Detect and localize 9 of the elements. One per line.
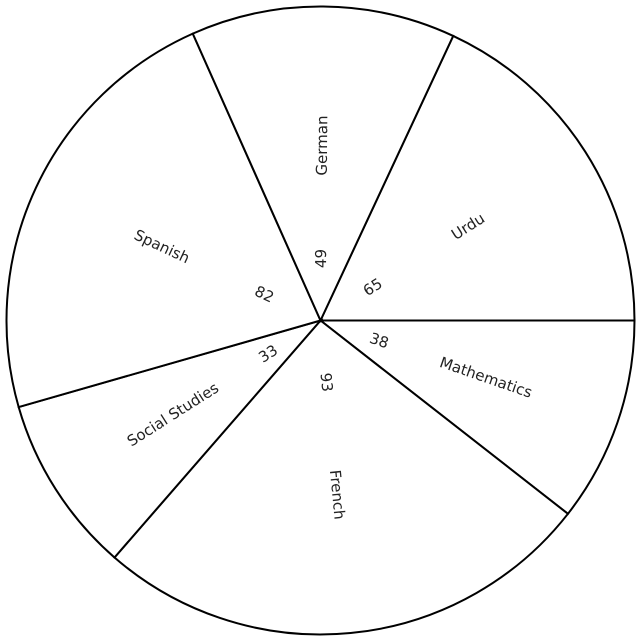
data-label: 82 — [252, 282, 277, 306]
data-label: 49 — [312, 248, 330, 268]
data-label: 38 — [367, 329, 392, 352]
slice-label: Urdu — [448, 209, 488, 244]
data-label: 33 — [255, 341, 282, 367]
data-label: 93 — [316, 372, 336, 393]
slice-label: German — [312, 115, 332, 176]
data-label: 65 — [360, 274, 386, 300]
slice-label: French — [326, 469, 349, 520]
